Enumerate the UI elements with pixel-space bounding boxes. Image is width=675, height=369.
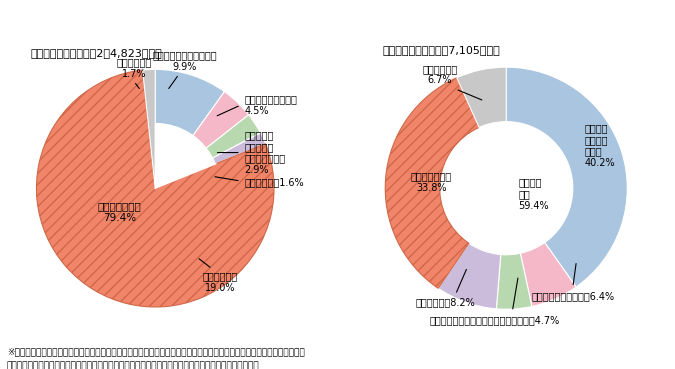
Text: 情報通信業　8.2%: 情報通信業 8.2% (416, 297, 476, 307)
Wedge shape (36, 70, 274, 307)
Text: 技術輸入額（全産業：7,105億円）: 技術輸入額（全産業：7,105億円） (383, 45, 501, 55)
Text: 技術輸出額（全産業：2兆4,823億円）: 技術輸出額（全産業：2兆4,823億円） (30, 48, 162, 58)
Wedge shape (155, 69, 225, 188)
Wedge shape (496, 253, 532, 309)
Text: その他の産業
6.7%: その他の産業 6.7% (422, 64, 457, 85)
Wedge shape (385, 78, 479, 288)
Text: その他の製造業
79.4%: その他の製造業 79.4% (98, 201, 142, 223)
Wedge shape (457, 67, 506, 127)
Text: 電子部品・デバイス・電子回路製造業　4.7%: 電子部品・デバイス・電子回路製造業 4.7% (429, 315, 560, 325)
Wedge shape (142, 69, 155, 188)
Text: 電子部品・
デバイス・
電子回路製造業
2.9%: 電子部品・ デバイス・ 電子回路製造業 2.9% (244, 130, 286, 175)
Text: 情報通信業　1.6%: 情報通信業 1.6% (244, 177, 304, 187)
Text: 情報通信
機械器具
製造業
40.2%: 情報通信 機械器具 製造業 40.2% (585, 123, 616, 168)
Text: 電気機械器具製造業　6.4%: 電気機械器具製造業 6.4% (531, 291, 614, 301)
Wedge shape (520, 242, 576, 307)
Text: ※　ここでの情報通信産業とは、情報通信機械器具製造業、電気機械器具製造業、電子部品・デバイス・電子回路製造業、: ※ ここでの情報通信産業とは、情報通信機械器具製造業、電気機械器具製造業、電子部… (7, 347, 304, 356)
Wedge shape (155, 115, 261, 188)
Wedge shape (155, 133, 265, 188)
Text: 情報通信産業
19.0%: 情報通信産業 19.0% (203, 271, 238, 293)
Text: 情報通信機械器具製造業
9.9%: 情報通信機械器具製造業 9.9% (153, 50, 217, 72)
Text: 電気機械器具製造業
4.5%: 電気機械器具製造業 4.5% (244, 94, 297, 116)
Text: 情報通信
産業
59.4%: 情報通信 産業 59.4% (518, 177, 549, 211)
Text: その他の産業
1.7%: その他の産業 1.7% (116, 57, 151, 79)
Wedge shape (155, 123, 216, 188)
Text: 情報通信業（情報サービス業、通信業、放送業、インターネット附随・その他の情報通信業）を指す: 情報通信業（情報サービス業、通信業、放送業、インターネット附随・その他の情報通信… (7, 362, 259, 369)
Wedge shape (506, 67, 627, 287)
Text: その他の製造業
33.8%: その他の製造業 33.8% (410, 171, 452, 193)
Wedge shape (438, 243, 501, 309)
Wedge shape (155, 92, 248, 188)
